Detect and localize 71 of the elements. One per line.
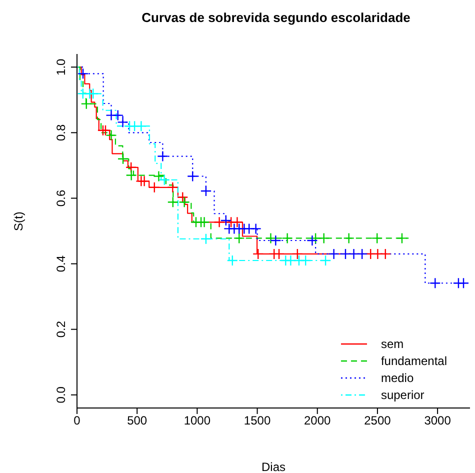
point bbox=[306, 234, 318, 246]
point bbox=[340, 248, 352, 260]
point bbox=[200, 233, 212, 244]
chart-title: Curvas de sobrevida segundo escolaridade bbox=[140, 10, 412, 25]
point bbox=[88, 88, 99, 100]
point bbox=[126, 170, 137, 181]
point bbox=[430, 278, 441, 289]
point bbox=[270, 234, 282, 246]
point bbox=[234, 232, 245, 244]
point bbox=[282, 232, 293, 244]
y-axis-title: S(t) bbox=[11, 212, 26, 231]
point bbox=[157, 150, 168, 162]
point bbox=[167, 182, 178, 194]
x-tick-label: 500 bbox=[127, 414, 148, 428]
y-tick-label: 0.0 bbox=[54, 386, 68, 404]
point bbox=[148, 182, 160, 194]
point bbox=[177, 192, 188, 203]
x-tick-label: 1500 bbox=[244, 414, 271, 428]
legend-label: superior bbox=[380, 388, 424, 402]
point bbox=[220, 214, 232, 226]
point bbox=[80, 98, 92, 110]
point bbox=[187, 170, 198, 182]
x-axis-title: Dias bbox=[261, 460, 286, 473]
point bbox=[117, 153, 129, 164]
point bbox=[328, 248, 340, 260]
point bbox=[320, 254, 332, 266]
x-tick-label: 0 bbox=[74, 414, 81, 428]
point bbox=[343, 232, 354, 244]
point bbox=[396, 232, 408, 244]
y-tick-label: 0.6 bbox=[54, 190, 68, 207]
point bbox=[136, 120, 147, 132]
point bbox=[178, 196, 190, 208]
point bbox=[265, 232, 276, 244]
x-tick-label: 2500 bbox=[364, 414, 392, 428]
legend-label: fundamental bbox=[380, 354, 447, 368]
point bbox=[226, 254, 238, 266]
point bbox=[380, 248, 391, 260]
point bbox=[250, 223, 262, 234]
point bbox=[125, 162, 137, 174]
point bbox=[158, 174, 170, 186]
point bbox=[372, 232, 383, 244]
point bbox=[167, 196, 179, 208]
point bbox=[100, 124, 112, 136]
point bbox=[153, 170, 164, 182]
legend-label: sem bbox=[380, 336, 404, 350]
legend-label: medio bbox=[380, 370, 414, 384]
y-tick-label: 1.0 bbox=[54, 58, 68, 76]
point bbox=[372, 248, 384, 260]
point bbox=[458, 278, 470, 289]
point bbox=[252, 248, 264, 260]
y-tick-label: 0.2 bbox=[54, 320, 68, 338]
x-tick-label: 3000 bbox=[424, 414, 452, 428]
point bbox=[273, 248, 285, 260]
point bbox=[232, 216, 243, 228]
point bbox=[200, 185, 212, 197]
point bbox=[318, 232, 330, 244]
x-tick-label: 1000 bbox=[184, 414, 211, 428]
point bbox=[310, 232, 322, 244]
y-tick-label: 0.8 bbox=[54, 124, 68, 142]
point bbox=[106, 130, 117, 141]
point bbox=[348, 248, 360, 260]
point bbox=[356, 248, 368, 260]
point bbox=[138, 176, 150, 187]
x-tick-label: 2000 bbox=[304, 414, 332, 428]
point bbox=[198, 216, 210, 228]
point bbox=[77, 68, 89, 80]
y-tick-label: 0.4 bbox=[54, 255, 68, 272]
point bbox=[300, 254, 312, 266]
point bbox=[285, 254, 296, 266]
point bbox=[292, 248, 304, 260]
point bbox=[214, 216, 225, 228]
